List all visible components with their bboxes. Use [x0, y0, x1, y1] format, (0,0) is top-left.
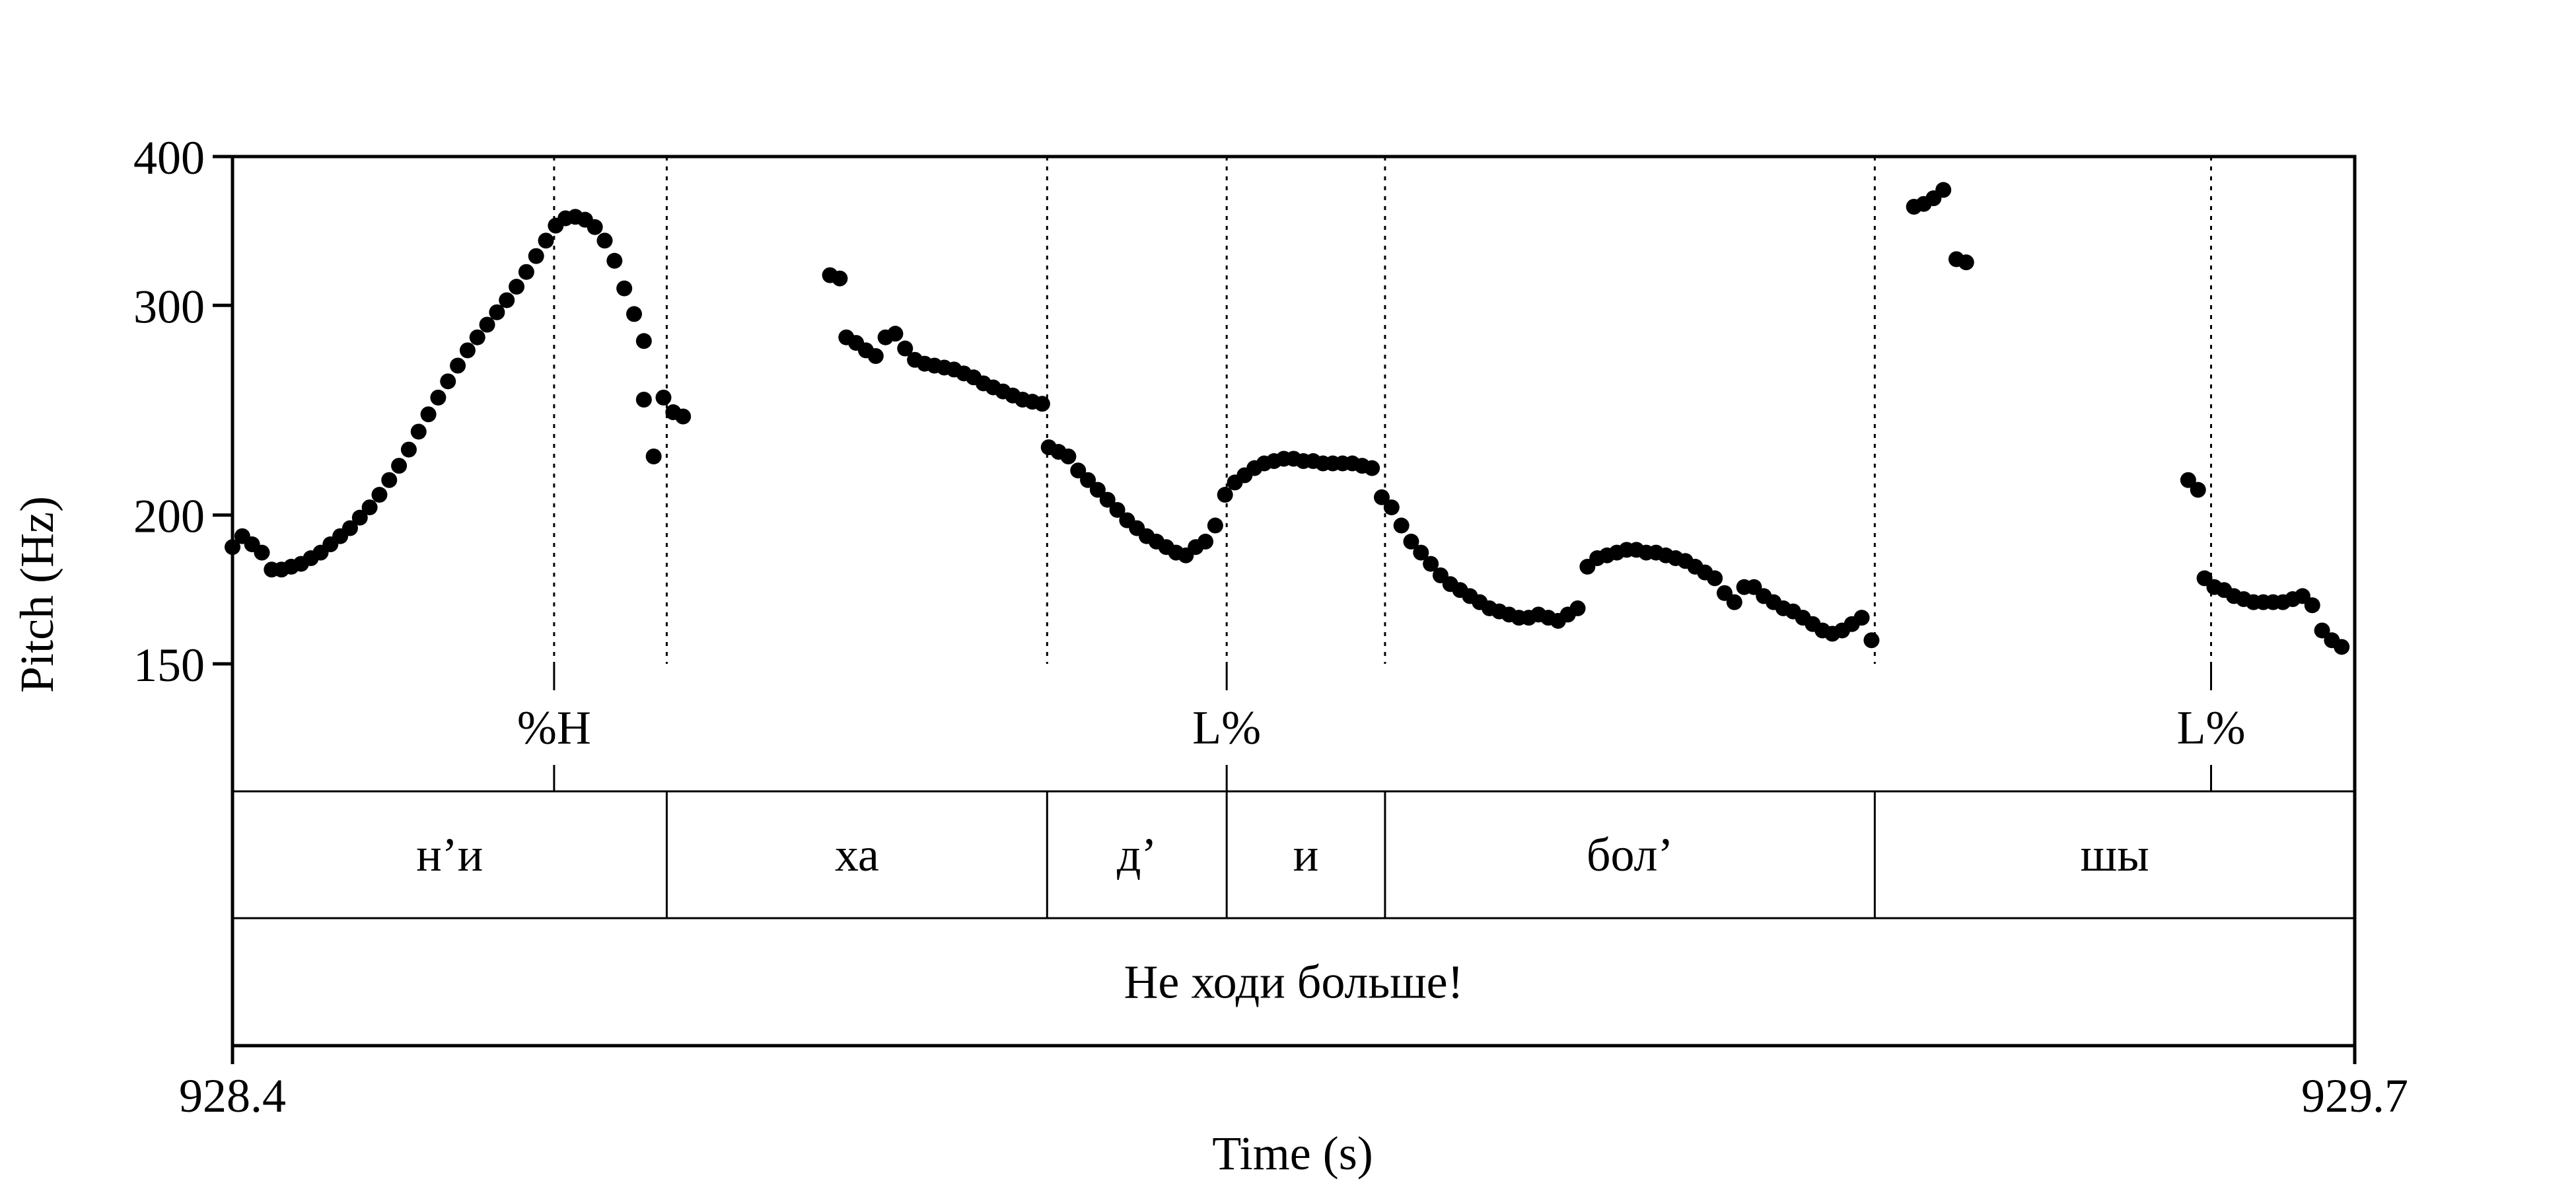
pitch-point: [616, 280, 633, 297]
pitch-point: [645, 449, 662, 465]
pitch-point: [1109, 501, 1126, 518]
pitch-point: [2334, 639, 2350, 655]
plot-frame: [231, 155, 2357, 1048]
point-label: L%: [1192, 702, 1261, 754]
pitch-point: [450, 357, 466, 374]
pitch-point: [341, 520, 358, 536]
pitch-point: [499, 292, 515, 308]
pitch-point: [655, 389, 672, 406]
pitch-point: [1070, 462, 1087, 479]
annotation-guides: [553, 157, 2213, 664]
interval-label: бол’: [1587, 828, 1674, 881]
pitch-point: [538, 233, 554, 249]
point-label: L%: [2177, 702, 2246, 754]
interval-label: ха: [835, 828, 879, 881]
x-axis-title: Time (s): [1212, 1127, 1373, 1180]
x-tick-label: 928.4: [179, 1069, 286, 1122]
pitch-point: [1935, 182, 1952, 198]
pitch-point: [635, 392, 652, 408]
pitch-point: [1707, 570, 1723, 587]
interval-label: д’: [1117, 828, 1157, 881]
pitch-point: [1207, 517, 1223, 534]
pitch-point: [596, 233, 613, 249]
pitch-point: [2190, 482, 2206, 498]
pitch-point: [1726, 594, 1742, 610]
pitch-point: [1423, 556, 1439, 572]
pitch-point: [1060, 449, 1077, 465]
pitch-point: [1569, 600, 1586, 616]
pitch-point: [867, 347, 884, 364]
pitch-point: [832, 270, 848, 287]
pitch-point: [1373, 489, 1390, 505]
axes: 400 300 200 150 928.4 929.7: [133, 131, 2408, 1122]
pitch-points: [225, 182, 2350, 655]
pitch-point: [1364, 460, 1380, 476]
pitch-point: [587, 219, 603, 235]
pitch-point: [1217, 487, 1233, 503]
interval-label: н’и: [416, 828, 483, 881]
pitch-point: [1099, 491, 1116, 508]
pitch-point: [528, 248, 544, 264]
pitch-point: [2180, 472, 2196, 488]
pitch-point: [1089, 482, 1106, 498]
pitch-point: [1403, 533, 1419, 550]
pitch-point: [887, 326, 904, 342]
y-tick-label: 400: [133, 131, 205, 184]
annotation-tiers: %H L% L% н’и ха д’ и бол’ шы Не ходи больше!: [233, 664, 2355, 1047]
pitch-point: [391, 458, 408, 474]
pitch-point: [1198, 533, 1214, 550]
y-tick-label: 200: [133, 490, 205, 543]
x-tick-label: 929.7: [2301, 1069, 2408, 1122]
pitch-point: [410, 423, 427, 440]
pitch-point: [459, 342, 476, 359]
pitch-point: [1958, 254, 1974, 271]
pitch-point: [351, 509, 368, 526]
pitch-point: [440, 373, 456, 390]
pitch-point: [509, 279, 525, 295]
y-tick-label: 300: [133, 280, 205, 333]
pitch-point: [626, 306, 642, 322]
pitch-point: [1034, 396, 1050, 412]
pitch-point: [518, 264, 534, 280]
pitch-point: [2314, 622, 2330, 639]
pitch-point: [1413, 544, 1429, 561]
pitch-point: [1080, 472, 1096, 488]
pitch-point: [489, 304, 505, 320]
pitch-point: [675, 408, 692, 425]
pitch-point: [400, 441, 417, 458]
point-label: %H: [517, 702, 591, 754]
interval-label: Не ходи больше!: [1124, 956, 1463, 1009]
interval-label: и: [1293, 828, 1319, 881]
pitch-point: [1393, 517, 1410, 534]
pitch-point: [2304, 597, 2320, 614]
interval-label: шы: [2081, 828, 2149, 881]
pitch-point: [897, 340, 913, 357]
pitch-point: [430, 389, 447, 406]
pitch-point: [361, 499, 378, 516]
pitch-point: [381, 472, 398, 488]
pitch-point: [1383, 499, 1400, 516]
pitch-point: [606, 252, 623, 269]
pitch-point: [1863, 632, 1880, 649]
pitch-point: [469, 329, 485, 345]
pitch-point: [420, 406, 437, 423]
pitch-point: [635, 333, 652, 349]
y-tick-label: 150: [133, 639, 205, 692]
y-axis-title: Pitch (Hz): [11, 496, 63, 693]
pitch-point: [371, 487, 388, 503]
pitch-point: [254, 544, 270, 561]
pitch-point: [479, 316, 495, 333]
pitch-point: [1853, 610, 1870, 626]
